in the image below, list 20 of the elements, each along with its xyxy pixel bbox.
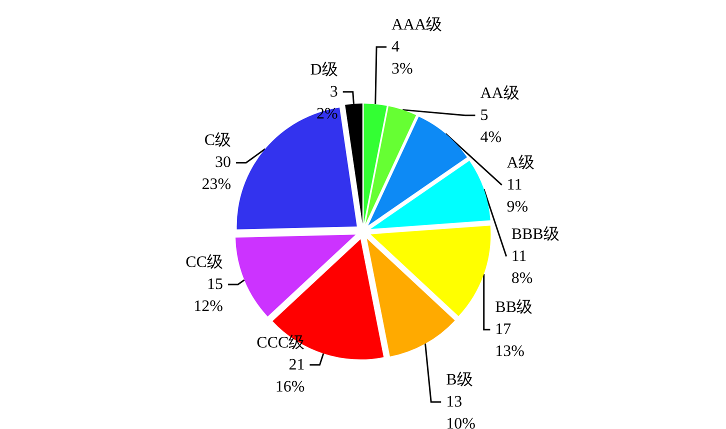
data-label: 13 10% [446, 393, 476, 429]
slice-label: C级 [204, 132, 232, 150]
slice-label: D级 [310, 61, 338, 78]
data-label: 30 23% [202, 154, 232, 194]
data-label: 17 13% [495, 321, 525, 360]
slice-label: BBB级 [511, 226, 560, 243]
data-label: 11 8% [511, 248, 533, 287]
slice-label: AA级 [480, 84, 520, 102]
data-label: 15 12% [194, 276, 223, 315]
data-label: 5 4% [480, 106, 502, 146]
data-label: 21 16% [275, 356, 305, 396]
slice-label: CC级 [186, 254, 223, 271]
slice-label: BB级 [495, 299, 533, 316]
data-label: 11 9% [506, 176, 528, 216]
slice-label: AAA级 [392, 16, 442, 34]
slice-label: A级 [506, 154, 534, 172]
slice-label: B级 [446, 371, 473, 388]
slice-label: CCC级 [256, 334, 305, 352]
data-label: 3 2% [316, 83, 338, 122]
data-label: 4 3% [392, 38, 413, 78]
